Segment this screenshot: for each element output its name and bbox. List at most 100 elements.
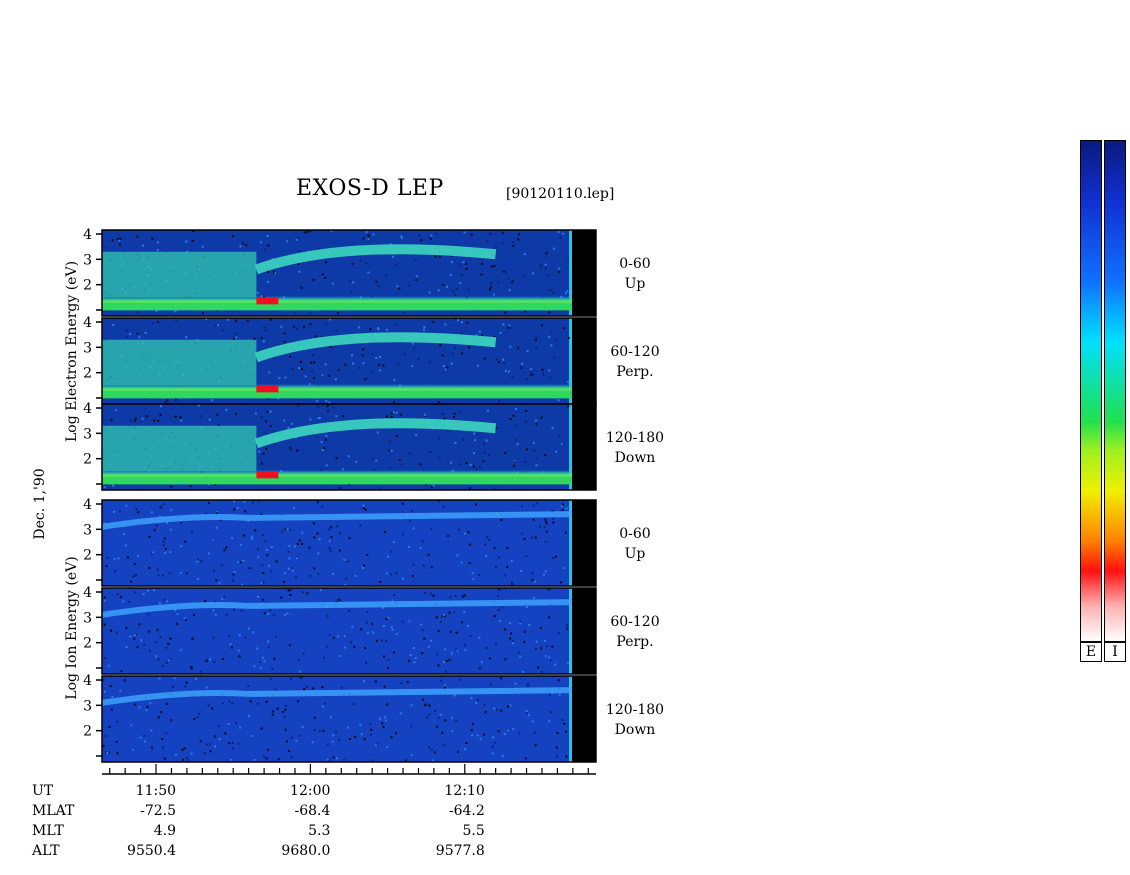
noise-pixel	[214, 324, 217, 327]
noise-pixel	[132, 575, 135, 578]
noise-pixel	[357, 366, 360, 369]
noise-pixel	[103, 623, 106, 626]
noise-pixel	[251, 535, 254, 538]
noise-pixel	[484, 543, 487, 546]
noise-pixel	[159, 515, 162, 518]
noise-pixel	[237, 560, 240, 563]
noise-pixel	[328, 759, 331, 762]
noise-pixel	[164, 401, 167, 404]
noise-pixel	[216, 511, 219, 514]
noise-pixel	[508, 289, 511, 292]
noise-pixel	[460, 561, 463, 564]
noise-pixel	[362, 567, 365, 570]
noise-pixel	[504, 574, 507, 577]
noise-pixel	[367, 271, 370, 274]
noise-pixel	[207, 502, 210, 505]
noise-pixel	[141, 417, 144, 420]
noise-pixel	[548, 693, 551, 696]
noise-pixel	[299, 360, 302, 363]
noise-pixel	[551, 517, 554, 520]
noise-pixel	[444, 615, 447, 618]
noise-pixel	[285, 704, 288, 707]
noise-pixel	[237, 742, 240, 745]
noise-pixel	[525, 378, 528, 381]
noise-pixel	[212, 636, 215, 639]
noise-pixel	[483, 357, 486, 360]
noise-pixel	[134, 574, 137, 577]
noise-pixel	[239, 544, 242, 547]
noise-pixel	[281, 530, 284, 533]
edge-stripe	[569, 588, 572, 674]
noise-pixel	[361, 348, 364, 351]
edge-stripe	[569, 230, 572, 316]
noise-pixel	[435, 616, 438, 619]
panel-label: 120-180 Down	[600, 700, 670, 740]
noise-pixel	[232, 235, 235, 238]
noise-pixel	[140, 639, 143, 642]
noise-pixel	[495, 358, 498, 361]
noise-pixel	[463, 611, 466, 614]
noise-pixel	[428, 746, 431, 749]
noise-pixel	[437, 716, 440, 719]
noise-pixel	[430, 566, 433, 569]
noise-pixel	[371, 631, 374, 634]
noise-pixel	[123, 533, 126, 536]
noise-pixel	[250, 735, 253, 738]
noise-pixel	[533, 449, 536, 452]
noise-pixel	[451, 730, 454, 733]
noise-pixel	[242, 560, 245, 563]
noise-pixel	[331, 572, 334, 575]
energy-arc	[254, 418, 497, 449]
noise-pixel	[500, 518, 503, 521]
noise-pixel	[387, 666, 390, 669]
noise-pixel	[526, 448, 529, 451]
noise-pixel	[534, 536, 537, 539]
noise-pixel	[316, 501, 319, 504]
noise-pixel	[436, 725, 439, 728]
noise-pixel	[151, 237, 154, 240]
noise-pixel	[465, 262, 468, 265]
noise-pixel	[400, 237, 403, 240]
noise-pixel	[532, 441, 535, 444]
noise-pixel	[497, 556, 500, 559]
noise-pixel	[321, 686, 324, 689]
noise-pixel	[360, 628, 363, 631]
noise-pixel	[161, 574, 164, 577]
noise-pixel	[260, 462, 263, 465]
noise-pixel	[106, 556, 109, 559]
noise-pixel	[262, 326, 265, 329]
noise-pixel	[174, 609, 177, 612]
noise-pixel	[416, 275, 419, 278]
noise-pixel	[391, 255, 394, 258]
noise-pixel	[370, 728, 373, 731]
noise-pixel	[404, 759, 407, 762]
noise-pixel	[437, 289, 440, 292]
noise-pixel	[159, 636, 162, 639]
noise-pixel	[166, 398, 169, 401]
noise-pixel	[454, 594, 457, 597]
noise-pixel	[256, 595, 259, 598]
noise-pixel	[222, 657, 225, 660]
noise-pixel	[449, 630, 452, 633]
noise-pixel	[311, 687, 314, 690]
noise-pixel	[442, 413, 445, 416]
noise-pixel	[204, 512, 207, 515]
noise-pixel	[545, 645, 548, 648]
noise-pixel	[510, 583, 513, 586]
noise-pixel	[434, 710, 437, 713]
noise-pixel	[556, 755, 559, 758]
noise-pixel	[270, 570, 273, 573]
noise-pixel	[283, 419, 286, 422]
noise-pixel	[283, 332, 286, 335]
noise-pixel	[382, 655, 385, 658]
noise-pixel	[524, 310, 527, 313]
noise-pixel	[545, 521, 548, 524]
noise-pixel	[344, 583, 347, 586]
noise-pixel	[441, 731, 444, 734]
y-tick-label: 2	[83, 366, 92, 382]
noise-pixel	[490, 282, 493, 285]
low-energy-core	[102, 390, 572, 399]
noise-pixel	[115, 631, 118, 634]
noise-pixel	[493, 615, 496, 618]
noise-pixel	[266, 281, 269, 284]
